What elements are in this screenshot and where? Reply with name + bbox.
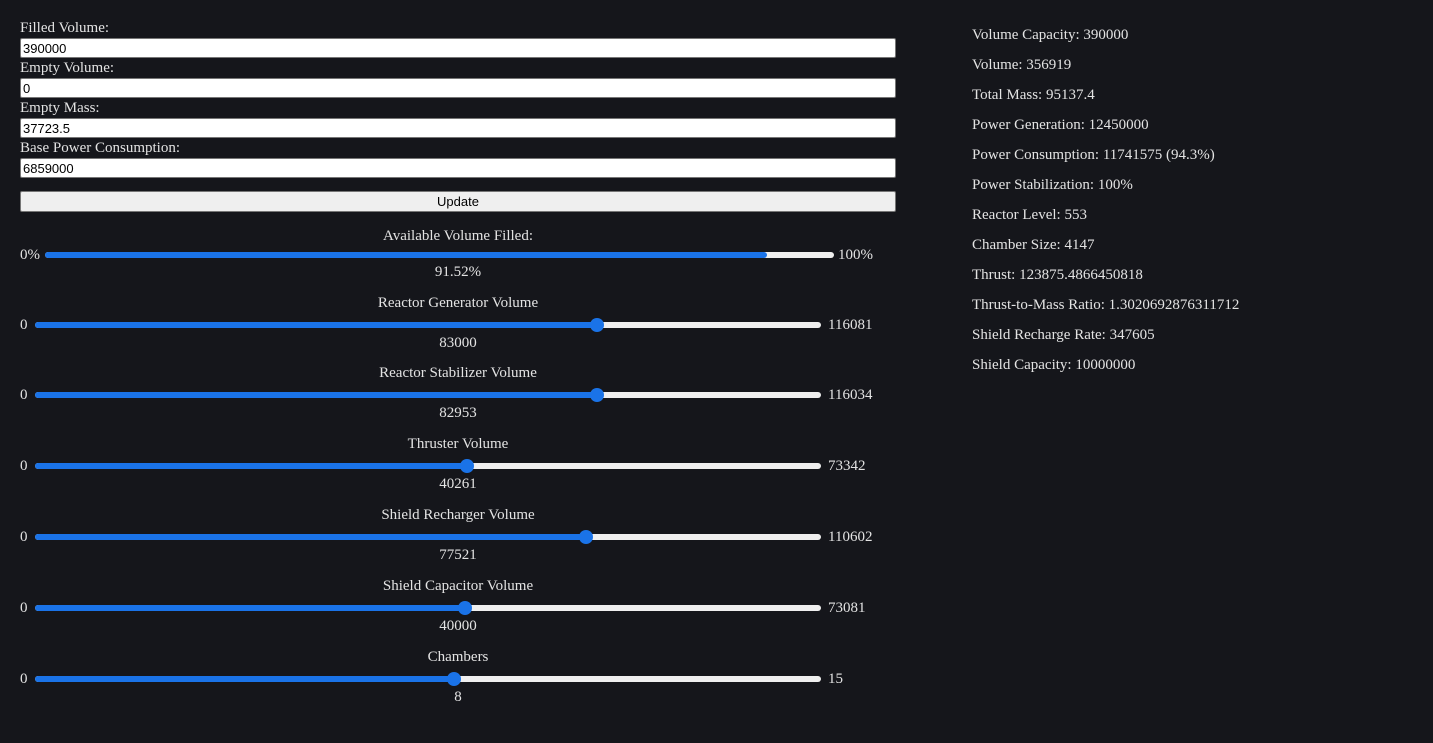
stat-volume: Volume: 356919: [972, 57, 1072, 73]
slider-value: 8: [454, 689, 462, 705]
slider-value: 40000: [439, 618, 477, 634]
available-volume-title: Available Volume Filled:: [383, 228, 533, 244]
slider-min: 0: [20, 458, 28, 474]
stat-thrust-to-mass-ratio: Thrust-to-Mass Ratio: 1.3020692876311712: [972, 297, 1240, 313]
slider-fill: [35, 534, 586, 540]
reactor-generator-slider: Reactor Generator Volume 0 116081 83000: [20, 295, 896, 355]
available-volume-fill: [45, 252, 768, 258]
stat-reactor-level: Reactor Level: 553: [972, 207, 1087, 223]
slider-max: 110602: [828, 529, 873, 545]
slider-thumb[interactable]: [589, 388, 604, 402]
available-volume-track: [45, 252, 834, 258]
slider-max: 116081: [828, 317, 873, 333]
slider-max: 73081: [828, 600, 866, 616]
slider-title: Shield Recharger Volume: [381, 507, 535, 523]
available-volume-value: 91.52%: [434, 264, 482, 280]
slider-min: 0: [20, 600, 28, 616]
slider-value: 40261: [439, 476, 477, 492]
stat-power-generation: Power Generation: 12450000: [972, 117, 1149, 133]
slider-max: 116034: [828, 387, 873, 403]
slider-track[interactable]: [35, 676, 821, 682]
available-volume-meter: Available Volume Filled: 0% 100% 91.52%: [20, 228, 896, 283]
empty-mass-label: Empty Mass:: [20, 100, 100, 116]
slider-thumb[interactable]: [457, 601, 472, 615]
stat-chamber-size: Chamber Size: 4147: [972, 237, 1095, 253]
slider-row: 0 15: [20, 669, 896, 689]
slider-track[interactable]: [35, 322, 821, 328]
stats-panel: Volume Capacity: 390000 Volume: 356919 T…: [972, 25, 1239, 385]
chambers-slider: Chambers 0 15 8: [20, 649, 896, 709]
stat-shield-recharge-rate: Shield Recharge Rate: 347605: [972, 327, 1155, 343]
slider-title: Thruster Volume: [407, 436, 509, 452]
update-button[interactable]: Update: [20, 191, 896, 212]
reactor-stabilizer-slider: Reactor Stabilizer Volume 0 116034 82953: [20, 365, 896, 425]
shield-capacitor-slider: Shield Capacitor Volume 0 73081 40000: [20, 578, 896, 638]
slider-fill: [35, 463, 467, 469]
slider-fill: [35, 605, 465, 611]
slider-fill: [35, 392, 597, 398]
slider-value: 77521: [439, 547, 477, 563]
slider-thumb[interactable]: [589, 318, 604, 332]
config-panel: Filled Volume: Empty Volume: Empty Mass:…: [20, 20, 896, 705]
slider-row: 0 110602: [20, 527, 896, 547]
slider-track[interactable]: [35, 605, 821, 611]
stat-thrust: Thrust: 123875.4866450818: [972, 267, 1143, 283]
slider-fill: [35, 676, 454, 682]
slider-title: Reactor Generator Volume: [377, 295, 539, 311]
slider-row: 0 73081: [20, 598, 896, 618]
slider-fill: [35, 322, 597, 328]
slider-track[interactable]: [35, 392, 821, 398]
available-volume-row: 0% 100%: [20, 245, 896, 265]
thruster-slider: Thruster Volume 0 73342 40261: [20, 436, 896, 496]
slider-row: 0 116081: [20, 315, 896, 335]
slider-value: 83000: [439, 335, 477, 351]
slider-thumb[interactable]: [446, 672, 461, 686]
available-volume-max: 100%: [838, 247, 873, 263]
empty-volume-label: Empty Volume:: [20, 60, 115, 76]
stat-volume-capacity: Volume Capacity: 390000: [972, 27, 1129, 43]
base-power-consumption-label: Base Power Consumption:: [20, 140, 180, 156]
stat-power-consumption: Power Consumption: 11741575 (94.3%): [972, 147, 1215, 163]
slider-title: Reactor Stabilizer Volume: [379, 365, 537, 381]
slider-title: Shield Capacitor Volume: [382, 578, 534, 594]
shield-recharger-slider: Shield Recharger Volume 0 110602 77521: [20, 507, 896, 567]
slider-min: 0: [20, 317, 28, 333]
slider-max: 15: [828, 671, 843, 687]
stat-total-mass: Total Mass: 95137.4: [972, 87, 1095, 103]
slider-thumb[interactable]: [459, 459, 474, 473]
slider-min: 0: [20, 529, 28, 545]
available-volume-min: 0%: [20, 247, 40, 263]
empty-mass-input[interactable]: [20, 118, 896, 138]
slider-track[interactable]: [35, 534, 821, 540]
filled-volume-input[interactable]: [20, 38, 896, 58]
slider-track[interactable]: [35, 463, 821, 469]
slider-row: 0 116034: [20, 385, 896, 405]
slider-row: 0 73342: [20, 456, 896, 476]
stat-shield-capacity: Shield Capacity: 10000000: [972, 357, 1136, 373]
slider-max: 73342: [828, 458, 866, 474]
base-power-consumption-input[interactable]: [20, 158, 896, 178]
slider-value: 82953: [439, 405, 477, 421]
filled-volume-label: Filled Volume:: [20, 20, 110, 36]
stat-power-stabilization: Power Stabilization: 100%: [972, 177, 1133, 193]
slider-thumb[interactable]: [578, 530, 593, 544]
slider-title: Chambers: [427, 649, 489, 665]
empty-volume-input[interactable]: [20, 78, 896, 98]
slider-min: 0: [20, 671, 28, 687]
slider-min: 0: [20, 387, 28, 403]
